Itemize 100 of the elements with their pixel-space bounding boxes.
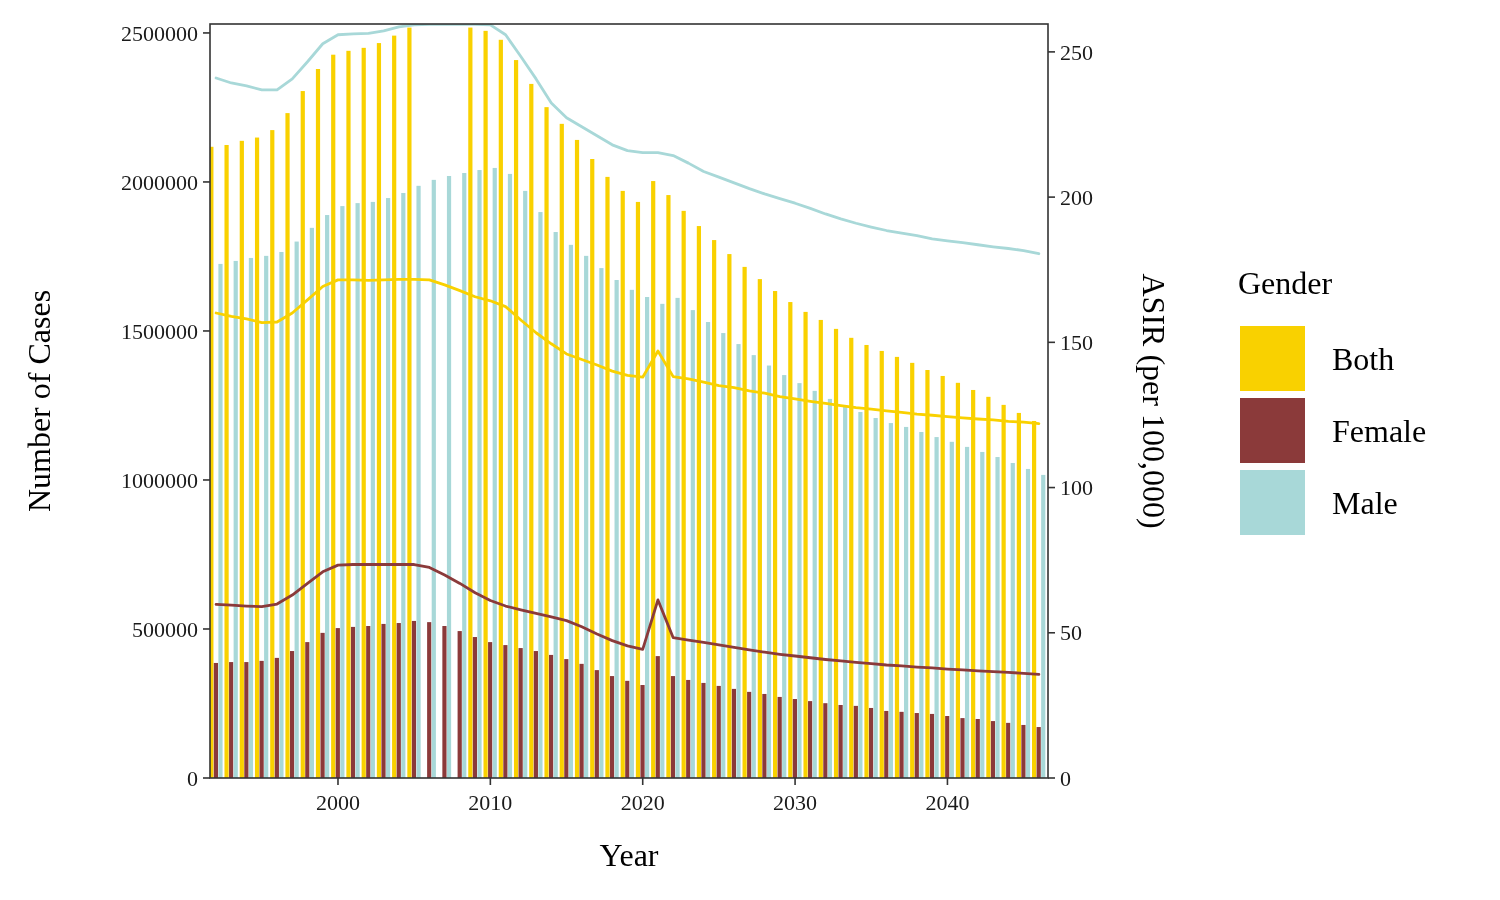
bar bbox=[518, 648, 523, 778]
y-tick-label: 500000 bbox=[132, 616, 198, 642]
bar bbox=[1006, 722, 1011, 778]
bar bbox=[289, 651, 295, 778]
bar bbox=[350, 626, 356, 778]
bar bbox=[294, 241, 299, 778]
bar bbox=[884, 710, 889, 778]
bar bbox=[736, 344, 741, 778]
bar bbox=[309, 227, 314, 778]
bar bbox=[949, 441, 954, 778]
x-tick-label: 2020 bbox=[620, 790, 665, 815]
bar bbox=[594, 670, 599, 778]
bar bbox=[888, 423, 893, 778]
bar bbox=[579, 663, 584, 778]
bar bbox=[340, 206, 345, 778]
bar bbox=[370, 201, 375, 778]
bar bbox=[416, 185, 421, 778]
legend-label: Female bbox=[1332, 413, 1427, 450]
bar bbox=[655, 656, 660, 778]
bar bbox=[904, 426, 909, 778]
bar bbox=[492, 167, 497, 778]
x-axis-title: Year bbox=[599, 837, 659, 873]
bar bbox=[858, 412, 863, 778]
bar bbox=[964, 446, 970, 778]
bar bbox=[640, 685, 645, 778]
bar bbox=[218, 263, 223, 778]
y-axis-title: Number of Cases bbox=[21, 289, 57, 513]
bar bbox=[853, 705, 858, 778]
bar bbox=[1010, 462, 1015, 778]
legend-label: Male bbox=[1332, 485, 1398, 522]
bar bbox=[335, 628, 340, 778]
y-tick-label: 2500000 bbox=[121, 20, 198, 46]
bar bbox=[838, 704, 843, 778]
bar bbox=[690, 310, 695, 778]
bar bbox=[488, 642, 493, 778]
line-series bbox=[214, 24, 1041, 256]
bar bbox=[701, 682, 706, 778]
bar bbox=[792, 699, 797, 778]
bar bbox=[457, 631, 462, 778]
legend-label: Both bbox=[1332, 341, 1395, 378]
bar bbox=[599, 268, 604, 778]
bar bbox=[731, 688, 737, 778]
bar bbox=[472, 637, 478, 778]
bar bbox=[462, 173, 467, 778]
bar bbox=[919, 431, 924, 778]
bar bbox=[929, 713, 935, 778]
bar bbox=[381, 623, 386, 778]
bar bbox=[248, 257, 254, 778]
bar bbox=[777, 696, 782, 778]
bar bbox=[945, 716, 950, 778]
y-tick-label: 1000000 bbox=[121, 467, 198, 493]
y-tick-label: 2000000 bbox=[121, 169, 198, 195]
y2-axis-title: ASIR (per 100,000) bbox=[1136, 273, 1172, 529]
legend-title: Gender bbox=[1238, 265, 1333, 302]
bar bbox=[995, 457, 1000, 778]
bar bbox=[1041, 474, 1046, 778]
bar bbox=[229, 662, 234, 778]
bar bbox=[427, 622, 432, 778]
bar bbox=[1036, 727, 1041, 778]
bar bbox=[660, 303, 665, 778]
bar bbox=[975, 718, 980, 778]
bar bbox=[827, 398, 833, 778]
bar bbox=[899, 711, 904, 778]
bar bbox=[1021, 724, 1026, 778]
bar bbox=[990, 721, 996, 778]
bar bbox=[477, 170, 482, 778]
bar bbox=[609, 676, 615, 778]
bar bbox=[980, 451, 985, 778]
bar bbox=[446, 175, 452, 778]
bar bbox=[320, 632, 325, 778]
bar bbox=[629, 289, 634, 778]
y2-tick-label: 150 bbox=[1060, 330, 1093, 356]
bar bbox=[431, 179, 436, 778]
bar bbox=[868, 707, 874, 778]
bar bbox=[507, 173, 513, 778]
bar bbox=[213, 662, 219, 778]
bar bbox=[355, 203, 360, 778]
bar bbox=[721, 333, 726, 778]
bar bbox=[960, 718, 965, 778]
y-tick-label: 1500000 bbox=[121, 318, 198, 344]
bar bbox=[823, 703, 828, 778]
bar bbox=[279, 251, 284, 778]
bar bbox=[934, 437, 939, 778]
bar bbox=[843, 405, 848, 778]
bar bbox=[762, 693, 767, 778]
bar bbox=[523, 190, 528, 778]
bar bbox=[686, 679, 691, 778]
bar bbox=[411, 620, 417, 778]
bar bbox=[564, 659, 569, 778]
bar bbox=[812, 390, 817, 778]
x-tick-label: 2030 bbox=[773, 790, 818, 815]
bar bbox=[233, 260, 238, 778]
bar bbox=[396, 623, 401, 778]
bar bbox=[675, 297, 680, 778]
y2-tick-label: 250 bbox=[1060, 39, 1093, 65]
bar bbox=[766, 365, 772, 778]
bar bbox=[401, 192, 406, 778]
y2-tick-label: 200 bbox=[1060, 184, 1093, 210]
bar bbox=[442, 626, 447, 778]
bar bbox=[259, 660, 264, 778]
